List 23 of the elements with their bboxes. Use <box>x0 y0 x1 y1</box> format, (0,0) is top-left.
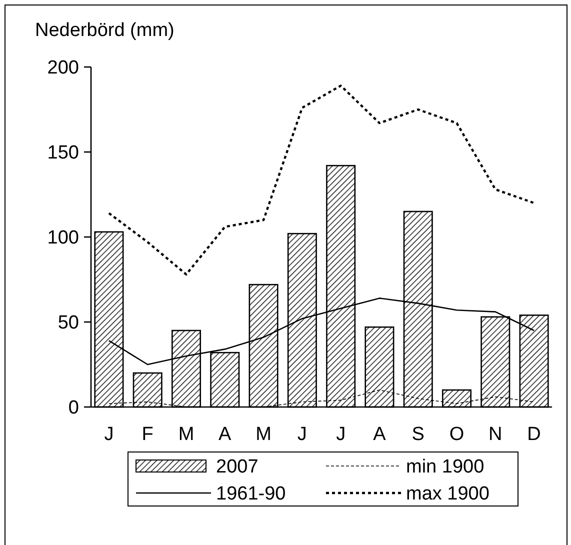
y-tick-label: 50 <box>58 312 79 334</box>
line-series <box>108 84 536 276</box>
x-tick-label: O <box>449 424 464 445</box>
x-tick-label: M <box>178 424 194 445</box>
x-tick-label: A <box>373 424 386 445</box>
x-tick-label: M <box>256 424 272 445</box>
x-tick-label: J <box>336 424 346 445</box>
legend-label: 2007 <box>216 456 258 478</box>
y-tick-label: 150 <box>47 142 79 164</box>
x-tick-label: D <box>527 424 541 445</box>
x-tick-label: N <box>488 424 502 445</box>
legend-label: 1961-90 <box>216 484 286 505</box>
legend-label: min 1900 <box>406 456 484 478</box>
legend-label: max 1900 <box>406 484 490 505</box>
x-tick-label: F <box>142 424 154 445</box>
y-tick-label: 200 <box>47 58 79 79</box>
y-axis-title: Nederbörd (mm) <box>35 20 174 41</box>
x-tick-label: J <box>297 424 307 445</box>
x-tick-label: J <box>104 424 114 445</box>
x-tick-label: A <box>218 424 232 445</box>
x-tick-label: S <box>412 424 424 445</box>
y-tick-label: 100 <box>47 228 79 249</box>
y-tick-label: 0 <box>68 398 79 419</box>
